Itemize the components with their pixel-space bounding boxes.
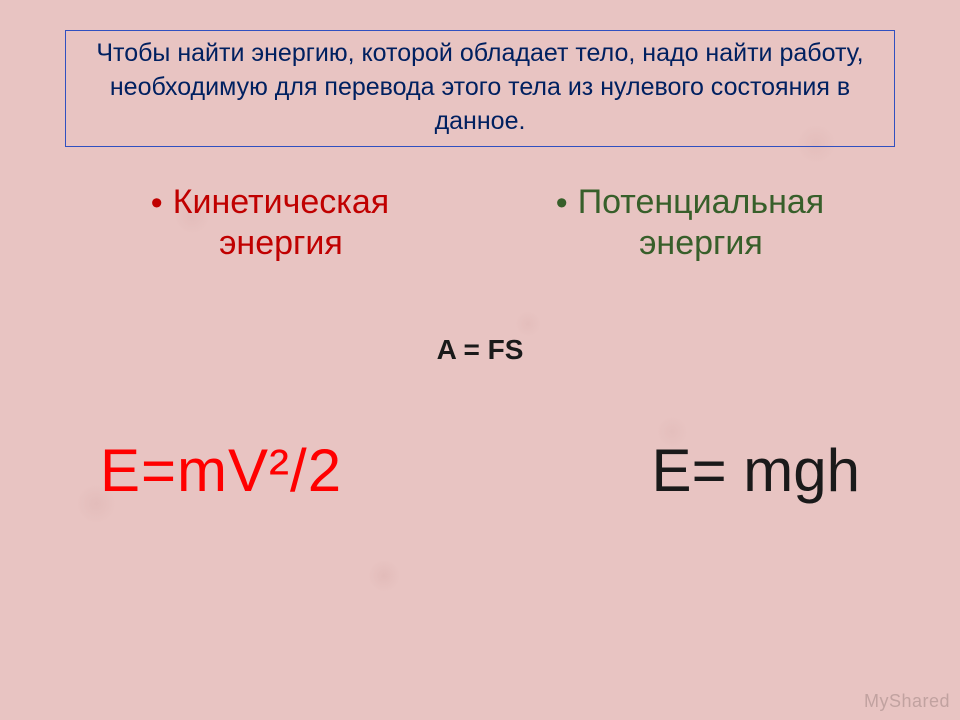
bullet-icon: •: [556, 184, 568, 223]
watermark: MyShared: [864, 691, 950, 712]
right-column: • Потенциальная энергия: [480, 182, 900, 264]
title-box: Чтобы найти энергию, которой обладает те…: [65, 30, 895, 147]
title-text: Чтобы найти энергию, которой обладает те…: [96, 37, 864, 138]
bullet-icon: •: [151, 184, 163, 223]
kinetic-heading: Кинетическая энергия: [173, 182, 389, 264]
left-column: • Кинетическая энергия: [60, 182, 480, 264]
potential-formula: E= mgh: [652, 436, 860, 505]
formula-row: E=mV²/2 E= mgh: [45, 421, 915, 505]
right-bullet-row: • Потенциальная энергия: [556, 182, 824, 264]
kinetic-heading-line2: энергия: [219, 224, 343, 262]
potential-heading-line2: энергия: [639, 224, 763, 262]
columns-row: • Кинетическая энергия • Потенциальная э…: [45, 182, 915, 264]
work-formula: A = FS: [45, 334, 915, 366]
left-bullet-row: • Кинетическая энергия: [151, 182, 389, 264]
potential-heading-line1: Потенциальная: [578, 183, 825, 221]
slide-container: Чтобы найти энергию, которой обладает те…: [0, 0, 960, 720]
kinetic-formula: E=mV²/2: [100, 436, 342, 505]
potential-heading: Потенциальная энергия: [578, 182, 825, 264]
kinetic-heading-line1: Кинетическая: [173, 183, 389, 221]
